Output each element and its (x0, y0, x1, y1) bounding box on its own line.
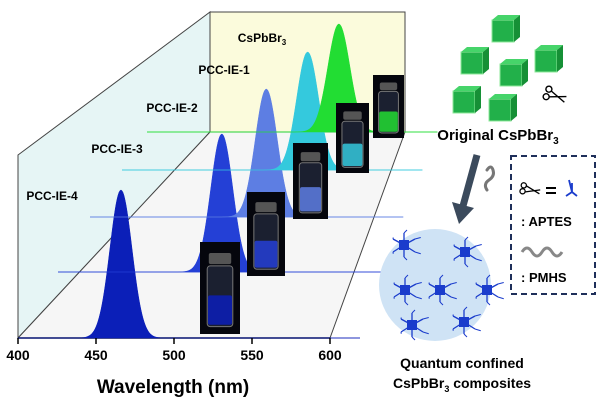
series-label: PCC-IE-4 (26, 189, 78, 203)
spectrum-peak (90, 88, 404, 218)
cube-icon (534, 45, 563, 73)
x-tick-label: 500 (162, 347, 186, 363)
legend-pmhs: : PMHS (521, 270, 567, 285)
legend-box: : APTES : PMHS (510, 155, 596, 295)
cube-icon (491, 15, 520, 43)
vial-photo (373, 75, 404, 138)
composite-particle-icon (392, 229, 421, 261)
down-arrow-icon (452, 154, 481, 224)
x-tick-label: 600 (318, 347, 342, 363)
aptes-ligand-icon (565, 179, 578, 197)
composite-particle-icon (428, 274, 457, 306)
cube-icon (452, 86, 481, 114)
series-label: PCC-IE-2 (146, 101, 198, 115)
x-axis-label: Wavelength (nm) (97, 377, 249, 398)
composite-label-1: Quantum confined (400, 355, 524, 371)
x-tick-label: 550 (240, 347, 264, 363)
vial-photos (200, 75, 404, 334)
vial-photo (200, 242, 240, 334)
composite-particle-icon (475, 274, 504, 306)
composite-particle-icon (452, 306, 481, 338)
composite-label-2: CsPbBr3 composites (393, 375, 531, 394)
composite-particles (392, 229, 504, 341)
spectrum-peak (122, 51, 423, 171)
emission-spectra (18, 23, 438, 339)
x-tick-label: 450 (84, 347, 108, 363)
pmhs-legend-icon (520, 246, 564, 258)
composite-particle-icon (453, 236, 482, 268)
series-label: PCC-IE-3 (91, 142, 143, 156)
pmhs-squiggle-icon (483, 165, 495, 192)
spectrum-peak (18, 189, 360, 339)
vial-photo (247, 192, 285, 276)
cube-icon (460, 47, 489, 75)
composite-particle-icon (400, 309, 429, 341)
vial-photo (336, 103, 369, 173)
composite-particle-icon (393, 274, 422, 306)
legend-aptes: : APTES (521, 214, 572, 229)
cube-icon (488, 94, 517, 122)
original-cubes (452, 15, 563, 122)
x-axis: 400 450 500 550 600 (6, 338, 342, 363)
spectrum-peak (58, 133, 384, 273)
x-tick-label: 400 (6, 347, 30, 363)
series-labels: PCC-IE-4 PCC-IE-3 PCC-IE-2 PCC-IE-1 CsPbBr3 (26, 31, 286, 203)
scissors-icon (542, 85, 567, 103)
scissors-icon (519, 182, 541, 195)
cube-icon (499, 59, 528, 87)
series-label: PCC-IE-1 (198, 63, 250, 77)
series-label: CsPbBr3 (238, 31, 287, 47)
vial-photo (293, 143, 328, 219)
original-label: Original CsPbBr3 (437, 127, 559, 147)
